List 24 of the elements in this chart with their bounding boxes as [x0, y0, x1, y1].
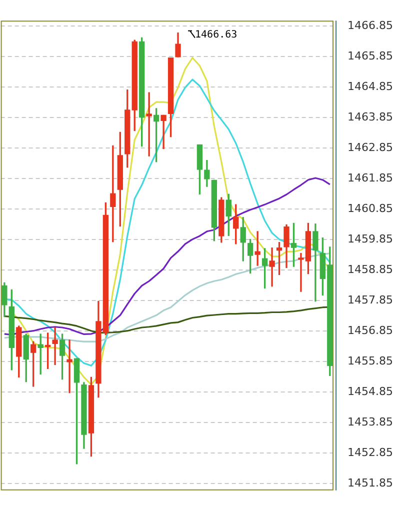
candlestick [52, 327, 58, 366]
y-tick-label: 1452.85 [348, 446, 394, 460]
annotation: 1466.63 [195, 29, 238, 40]
y-tick-label: 1465.85 [348, 49, 394, 62]
candlestick [160, 114, 166, 150]
y-tick-label: 1454.85 [348, 385, 394, 398]
y-tick-label: 1464.85 [348, 80, 394, 93]
candlestick [269, 248, 275, 287]
y-tick-label: 1457.85 [348, 294, 394, 307]
candlestick [254, 231, 260, 266]
y-tick-label: 1453.85 [348, 416, 394, 429]
y-tick-label: 1456.85 [348, 324, 394, 338]
y-tick-label: 1455.85 [348, 354, 394, 368]
y-tick-label: 1461.85 [348, 171, 394, 184]
candlestick [66, 340, 72, 394]
y-tick-label: 1460.85 [348, 202, 394, 215]
y-tick-label: 1458.85 [348, 263, 394, 276]
candlestick [146, 92, 152, 156]
candlestick [312, 223, 318, 302]
y-tick-label: 1466.85 [348, 18, 394, 32]
y-tick-label: 1451.85 [348, 476, 394, 490]
y-tick-label: 1463.85 [348, 110, 394, 124]
y-tick-label: 1462.85 [348, 140, 394, 154]
y-tick-label: 1459.85 [348, 232, 394, 246]
